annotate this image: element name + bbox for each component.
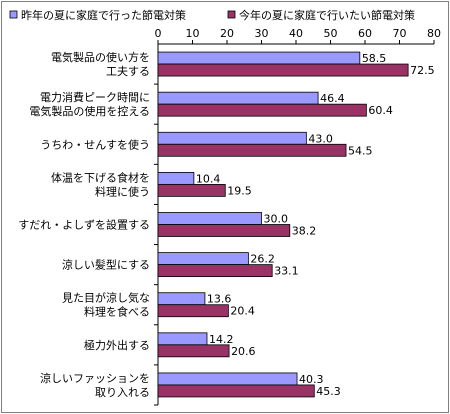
x-tick-label: 20	[220, 27, 234, 40]
data-labels: 58.5 72.5 46.4 60.4 43.0 54.5 10.4 19.5 30.038.2…	[196, 52, 435, 398]
x-tick-label: 30	[255, 27, 269, 40]
data-label: 54.5	[348, 144, 373, 157]
data-label: 13.6	[207, 293, 232, 306]
bar-last-year	[157, 252, 249, 266]
x-tick-label: 10	[186, 27, 200, 40]
data-label: 38.2	[292, 225, 317, 238]
x-tick-label: 70	[393, 27, 407, 40]
x-tick-label: 60	[358, 27, 372, 40]
legend: 昨年の夏に家庭で行った節電対策 今年の夏に家庭で行いたい節電対策	[9, 8, 415, 22]
data-label: 26.2	[250, 253, 275, 266]
data-label: 33.1	[274, 265, 299, 278]
data-label: 72.5	[410, 64, 435, 77]
x-tick-label: 40	[289, 27, 303, 40]
category-label: うちわ・せんすを使う	[40, 138, 150, 151]
data-label: 20.4	[230, 305, 255, 318]
bar-last-year	[157, 51, 361, 65]
data-label: 58.5	[362, 52, 387, 65]
legend-label-2: 今年の夏に家庭で行いたい節電対策	[239, 8, 415, 22]
category-label: 体温を下げる食材を料理に使う	[51, 170, 150, 198]
x-tick-label: 50	[324, 27, 338, 40]
data-label: 40.3	[299, 373, 324, 386]
category-label: 電力消費ピーク時間に電気製品の使用を控える	[29, 90, 150, 118]
data-label: 46.4	[320, 92, 345, 105]
bar-last-year	[157, 372, 298, 386]
x-tick-label: 80	[427, 27, 441, 40]
x-tick-label: 0	[155, 27, 162, 40]
bar-last-year	[157, 212, 262, 225]
data-label: 19.5	[227, 184, 252, 197]
data-label: 30.0	[264, 213, 289, 226]
bar-this-year	[157, 304, 229, 318]
legend-label-1: 昨年の夏に家庭で行った節電対策	[21, 8, 186, 22]
category-label: 涼しいファッションを取り入れる	[40, 371, 150, 399]
bar-last-year	[157, 332, 208, 346]
data-label: 45.3	[316, 385, 341, 398]
category-axis: 電気製品の使い方を工夫する電力消費ピーク時間に電気製品の使用を控えるうちわ・せん…	[18, 50, 158, 406]
category-label: すだれ・よしずを設置する	[18, 218, 150, 232]
bar-this-year	[157, 183, 226, 197]
bar-this-year	[157, 264, 273, 278]
data-label: 14.2	[209, 333, 234, 346]
legend-swatch-1	[9, 10, 18, 19]
category-label: 見た目が涼し気な料理を食べる	[62, 291, 150, 319]
bar-last-year	[157, 131, 307, 145]
data-label: 20.6	[231, 345, 256, 358]
data-label: 60.4	[368, 104, 393, 117]
bar-this-year	[157, 224, 291, 237]
category-label: 電気製品の使い方を工夫する	[51, 50, 150, 78]
legend-swatch-2	[227, 10, 236, 19]
category-label: 涼しい髪型にする	[62, 258, 150, 272]
bar-this-year	[157, 384, 315, 398]
bars	[157, 51, 409, 398]
bar-this-year	[157, 103, 367, 117]
bar-last-year	[157, 292, 206, 306]
category-label: 極力外出する	[84, 338, 150, 352]
data-label: 43.0	[308, 132, 333, 145]
bar-last-year	[157, 91, 319, 105]
bar-last-year	[157, 171, 195, 185]
data-label: 10.4	[196, 172, 221, 185]
bar-this-year	[157, 63, 409, 77]
bar-this-year	[157, 344, 230, 358]
bar-this-year	[157, 143, 347, 157]
